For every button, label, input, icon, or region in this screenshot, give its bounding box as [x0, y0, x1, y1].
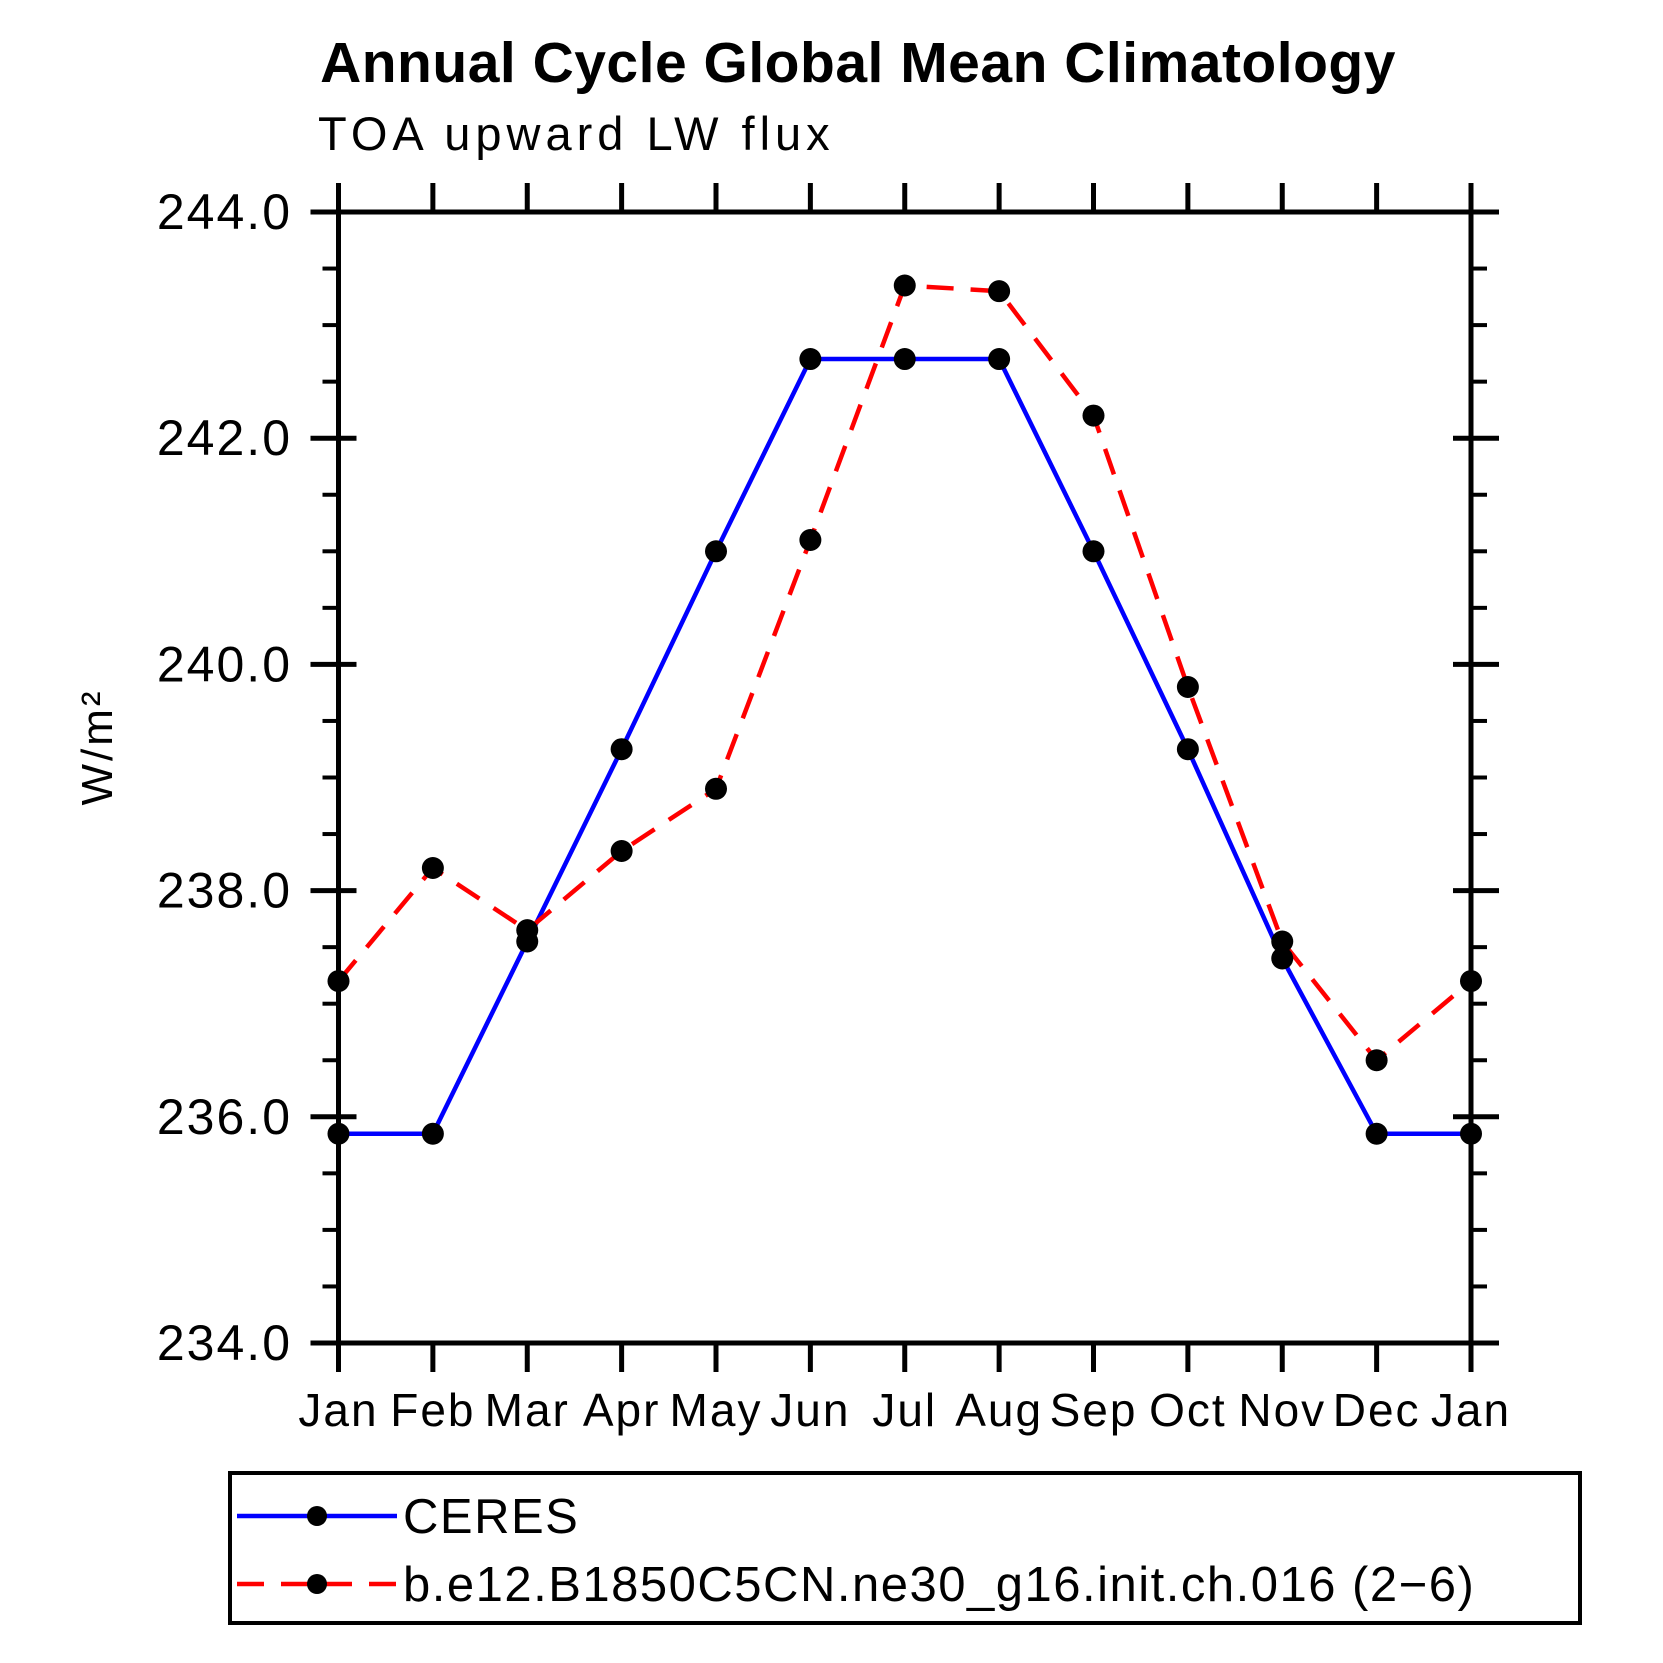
series-marker-0 — [1082, 540, 1105, 563]
series-marker-1 — [1176, 676, 1199, 699]
series-marker-1 — [1460, 970, 1482, 993]
x-tick-label: Jan — [298, 1384, 378, 1436]
series-marker-1 — [327, 970, 350, 993]
series-marker-1 — [610, 840, 633, 863]
series-marker-0 — [1176, 738, 1199, 761]
series-marker-0 — [893, 348, 916, 371]
series-marker-0 — [421, 1122, 444, 1145]
series-marker-0 — [799, 348, 822, 371]
legend-marker-0 — [307, 1506, 327, 1526]
series-marker-0 — [327, 1122, 350, 1145]
legend-label-0: CERES — [403, 1490, 579, 1544]
y-tick-label: 236.0 — [157, 1089, 292, 1145]
x-tick-label: Apr — [583, 1384, 661, 1436]
y-tick-label: 244.0 — [157, 184, 292, 240]
series-marker-0 — [1271, 947, 1294, 970]
legend-marker-1 — [307, 1574, 327, 1594]
legend-label-1: b.e12.B1850C5CN.ne30_g16.init.ch.016 (2−… — [403, 1558, 1475, 1612]
legend-box — [228, 1471, 1582, 1625]
series-marker-1 — [1365, 1049, 1388, 1072]
series-marker-1 — [988, 280, 1011, 303]
x-tick-label: Nov — [1238, 1384, 1326, 1436]
series-marker-1 — [893, 274, 916, 297]
x-tick-label: Sep — [1050, 1384, 1138, 1436]
x-tick-label: Mar — [485, 1384, 570, 1436]
x-tick-label: Aug — [955, 1384, 1043, 1436]
x-tick-label: Jan — [1431, 1384, 1511, 1436]
chart-title: Annual Cycle Global Mean Climatology — [320, 31, 1396, 95]
y-tick-label: 240.0 — [157, 636, 292, 692]
series-marker-0 — [988, 348, 1011, 371]
series-marker-0 — [610, 738, 633, 761]
x-tick-label: Jun — [770, 1384, 850, 1436]
series-marker-0 — [1365, 1122, 1388, 1145]
series-marker-0 — [705, 540, 727, 563]
x-tick-label: May — [670, 1384, 763, 1436]
plot-border — [336, 209, 1474, 1346]
series-marker-1 — [1271, 930, 1294, 953]
series-marker-1 — [516, 919, 539, 942]
chart-subtitle: TOA upward LW flux — [318, 107, 835, 160]
y-tick-label: 238.0 — [157, 863, 292, 919]
x-tick-label: Jul — [872, 1384, 937, 1436]
x-tick-label: Oct — [1149, 1384, 1227, 1436]
series-marker-1 — [1082, 404, 1105, 427]
x-tick-label: Feb — [390, 1384, 475, 1436]
series-line-0 — [338, 356, 1471, 1137]
series-marker-1 — [705, 777, 727, 800]
y-tick-label: 234.0 — [157, 1315, 292, 1371]
series-marker-0 — [1460, 1122, 1482, 1145]
series-marker-1 — [799, 528, 822, 551]
series-marker-1 — [421, 856, 444, 879]
x-tick-label: Dec — [1333, 1384, 1421, 1436]
y-tick-label: 242.0 — [157, 410, 292, 466]
series-line-1 — [336, 283, 1473, 1064]
